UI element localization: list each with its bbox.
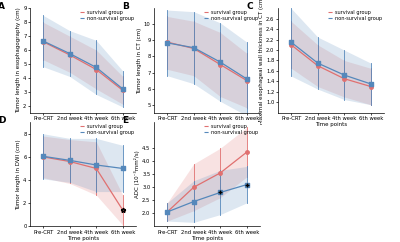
Point [120,87,126,91]
Legend: survival group, non-survival group: survival group, non-survival group [327,9,383,22]
Point [368,82,374,86]
Point [217,63,224,67]
Legend: survival group, non-survival group: survival group, non-survival group [203,9,259,22]
Point [40,154,46,158]
Point [190,46,197,50]
Point [244,150,250,154]
Point [288,40,294,44]
Point [314,61,321,65]
X-axis label: Time points: Time points [191,236,223,241]
Point [40,155,46,159]
Point [244,183,250,187]
Text: B: B [122,2,129,11]
Point [217,60,224,64]
Point [40,40,46,44]
Point [66,159,73,162]
Point [314,64,321,68]
Point [93,166,100,170]
Y-axis label: ADC (10⁻³mm²/s): ADC (10⁻³mm²/s) [134,150,140,198]
Point [120,88,126,92]
Text: A: A [0,2,5,11]
Point [190,200,197,204]
Point [66,159,73,163]
Y-axis label: Tumor length in CT (cm): Tumor length in CT (cm) [137,27,142,94]
Text: E: E [122,116,128,125]
Point [341,73,348,77]
X-axis label: Time points: Time points [315,122,347,127]
Point [341,77,348,81]
Point [93,68,100,71]
Point [244,77,250,81]
Y-axis label: Tumor length in DWI (cm): Tumor length in DWI (cm) [16,139,21,210]
Point [217,190,224,194]
Point [164,210,170,214]
Y-axis label: Tumor length in esophagography (cm): Tumor length in esophagography (cm) [16,8,21,113]
X-axis label: Time points: Time points [67,236,99,241]
Point [217,171,224,175]
X-axis label: Time points: Time points [67,122,99,127]
Point [164,41,170,45]
Point [40,39,46,43]
Text: C: C [246,2,253,11]
Point [164,40,170,44]
X-axis label: Time points: Time points [191,122,223,127]
Point [164,210,170,214]
Point [93,66,100,69]
Point [66,53,73,57]
Point [66,52,73,55]
Y-axis label: Maximal esophageal wall thickness in CT (cm): Maximal esophageal wall thickness in CT … [259,0,264,124]
Point [190,185,197,189]
Legend: survival group, non-survival group: survival group, non-survival group [203,123,259,135]
Point [288,43,294,47]
Text: D: D [0,116,6,125]
Point [120,208,126,212]
Legend: survival group, non-survival group: survival group, non-survival group [79,123,135,135]
Point [120,166,126,170]
Point [93,163,100,167]
Point [244,79,250,83]
Legend: survival group, non-survival group: survival group, non-survival group [79,9,135,22]
Point [368,84,374,88]
Point [190,46,197,50]
